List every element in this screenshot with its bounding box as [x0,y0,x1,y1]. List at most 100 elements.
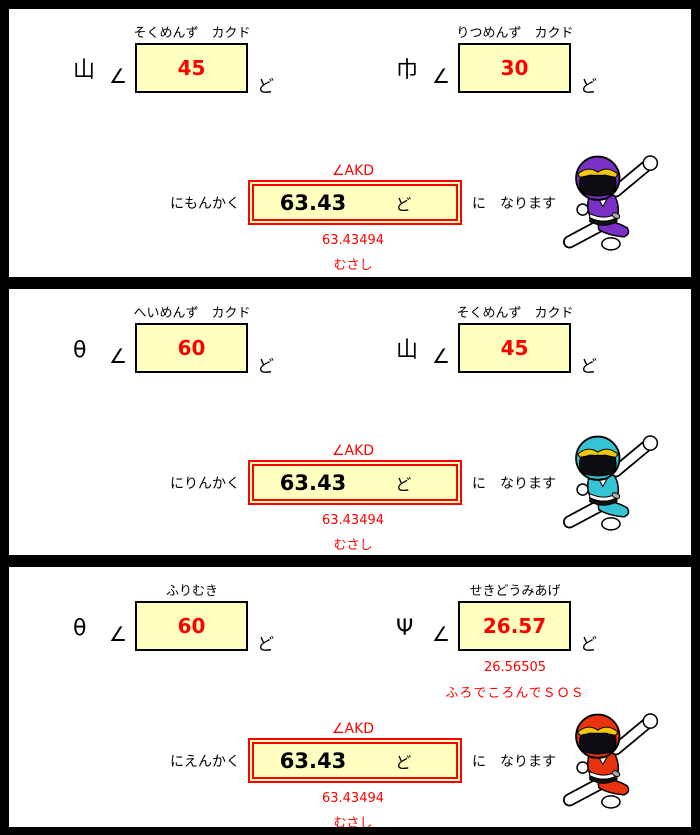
input-label: そくめんず カクド [456,306,574,321]
ranger-rear-leg [562,219,607,249]
ranger-visor [578,732,617,755]
panel-plan-view: へいめんず カクド θ ∠ 60 ど そくめんず カクド 山 ∠ 45 ど ∠A… [9,289,691,555]
input-note: ふろでころんでＳＯＳ [445,686,585,701]
input-cell[interactable]: 60 [135,323,248,373]
result-note: むさし [333,258,373,273]
ranger-front-foot [601,795,621,809]
result-cell: 63.43 ど [248,460,462,505]
input-cell[interactable]: 30 [458,43,571,93]
result-cell-inner-border [252,464,458,501]
ranger-fist [642,713,659,729]
angle-name-symbol: Ψ [396,616,414,641]
unit-label: ど [580,635,597,655]
unit-label: ど [395,752,412,772]
ranger-helmet-ridge [586,435,610,440]
result-right-label: に なります [472,754,556,770]
ranger-rear-leg [562,777,607,807]
result-right-label: に なります [472,476,556,492]
result-cell: 63.43 ど [248,180,462,225]
ranger-red [562,713,659,809]
input-label: ふりむき [165,584,219,599]
ranger-purple [562,155,659,251]
input-cell[interactable]: 60 [135,601,248,651]
panel-equatorial: ふりむき θ ∠ 60 ど せきどうみあげ Ψ ∠ 26.57 ど 26.565… [9,567,691,827]
input-sub-value: 26.56505 [483,660,547,675]
angle-icon: ∠ [109,622,127,646]
input-value: 60 [177,336,206,360]
ranger-buckle [611,212,621,219]
angle-name-symbol: 山 [396,338,419,363]
result-value: 63.43 [279,190,347,215]
input-cell[interactable]: 45 [135,43,248,93]
result-left-label: にえんかく [170,754,240,770]
unit-label: ど [257,77,274,97]
result-right-label: に なります [472,196,556,212]
input-group-right: そくめんず カクド 山 ∠ 45 ど [392,302,652,437]
unit-label: ど [257,635,274,655]
input-value: 45 [177,56,206,80]
ranger-belt [589,496,618,506]
result-note: むさし [333,816,373,827]
ranger-buckle [611,770,621,777]
result-cell: 63.43 ど [248,738,462,783]
result-value: 63.43 [279,470,347,495]
unit-label: ど [395,194,412,214]
ranger-left-fist [576,483,589,496]
ranger-helmet-ridge [586,155,610,160]
input-label: せきどうみあげ [469,584,561,599]
angle-name-symbol: θ [73,616,87,641]
input-value: 60 [177,614,206,638]
angle-icon: ∠ [432,344,450,368]
result-left-label: にもんかく [170,196,240,212]
result-value: 63.43 [279,748,347,773]
ranger-helmet-ridge [586,713,610,718]
input-value: 26.57 [482,614,547,638]
ranger-cyan [562,435,659,531]
ranger-visor [578,454,617,477]
angle-icon: ∠ [109,64,127,88]
angle-icon: ∠ [109,344,127,368]
input-group-right: りつめんず カクド 巾 ∠ 30 ど [392,22,652,157]
ranger-left-fist [576,761,589,774]
angle-icon: ∠ [432,622,450,646]
panel-side-view: そくめんず カクド 山 ∠ 45 ど りつめんず カクド 巾 ∠ 30 ど ∠A… [9,9,691,277]
result-block: ∠AKD にりんかく 63.43 ど に なります 63.43494 むさし [9,435,691,555]
result-block: ∠AKD にもんかく 63.43 ど に なります 63.43494 むさし [9,155,691,277]
ranger-fist [642,155,659,171]
ranger-fist [642,435,659,451]
unit-label: ど [395,474,412,494]
angle-name-symbol: 巾 [396,58,419,83]
result-left-label: にりんかく [170,476,240,492]
result-sub-value: 63.43494 [321,791,385,806]
ranger-belt [589,774,618,784]
input-value: 45 [500,336,529,360]
input-value: 30 [500,56,529,80]
input-label: りつめんず カクド [456,26,574,41]
ranger-raised-arm [609,713,659,756]
unit-label: ど [580,357,597,377]
angle-name-symbol: θ [73,338,87,363]
ranger-left-fist [576,203,589,216]
ranger-belt [589,216,618,226]
ranger-raised-arm [609,435,659,478]
ranger-visor [578,174,617,197]
input-group-left: そくめんず カクド 山 ∠ 45 ど [69,22,329,157]
result-cell-inner-border [252,742,458,779]
result-title: ∠AKD [331,721,375,737]
input-group-right: せきどうみあげ Ψ ∠ 26.57 ど 26.56505 ふろでころんでＳＯＳ [392,580,652,715]
ranger-mouth [592,477,604,481]
input-label: へいめんず カクド [133,306,251,321]
input-cell[interactable]: 45 [458,323,571,373]
ranger-mouth [592,755,604,759]
result-block: ∠AKD にえんかく 63.43 ど に なります 63.43494 むさし [9,713,691,827]
unit-label: ど [257,357,274,377]
angle-name-symbol: 山 [73,58,96,83]
result-note: むさし [333,538,373,553]
ranger-rear-leg [562,499,607,529]
input-label: そくめんず カクド [133,26,251,41]
unit-label: ど [580,77,597,97]
input-cell[interactable]: 26.57 [458,601,571,651]
input-group-left: ふりむき θ ∠ 60 ど [69,580,329,715]
result-sub-value: 63.43494 [321,513,385,528]
